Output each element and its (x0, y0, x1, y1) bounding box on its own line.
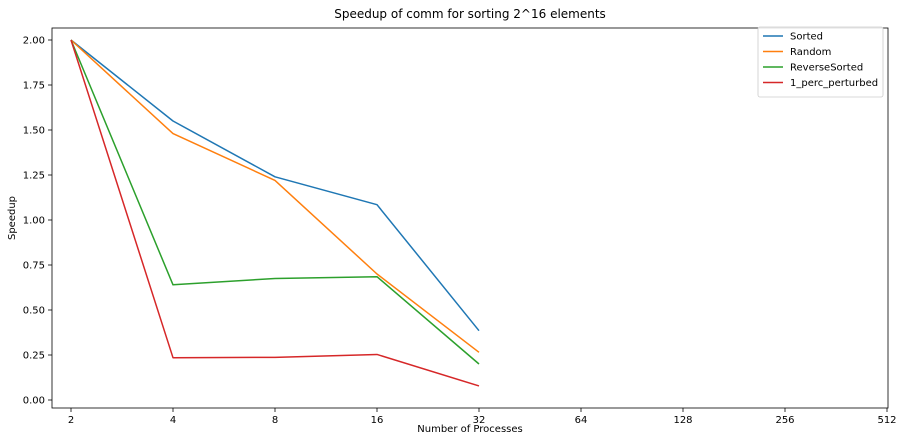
y-tick-label: 0.00 (23, 396, 45, 407)
x-tick-label: 64 (575, 415, 588, 426)
legend: Sorted Random ReverseSorted 1_perc_perturbe… (757, 26, 884, 98)
series-lines (70, 39, 480, 387)
x-axis-ticks: 2 4 8 16 32 64 128 256 512 (68, 408, 897, 426)
y-tick-label: 1.50 (23, 126, 45, 137)
y-tick-label: 2.00 (23, 36, 45, 47)
y-axis-ticks: 0.00 0.25 0.50 0.75 1.00 1.25 1.50 1.75 2.00 (23, 36, 52, 407)
y-tick-label: 1.25 (23, 171, 45, 182)
x-tick-label: 128 (673, 415, 692, 426)
series-line-4 (70, 39, 480, 387)
chart-title: Speedup of comm for sorting 2^16 element… (334, 7, 606, 21)
x-tick-label: 512 (877, 415, 896, 426)
x-tick-label: 256 (775, 415, 794, 426)
y-tick-label: 1.75 (23, 81, 45, 92)
legend-label: 1_perc_perturbed (790, 78, 878, 89)
x-tick-label: 32 (473, 415, 486, 426)
legend-label: Sorted (790, 32, 823, 43)
series-line-2 (70, 39, 480, 353)
plot-border (51, 27, 889, 409)
y-axis-label: Speedup (7, 196, 18, 240)
legend-label: Random (790, 47, 831, 58)
x-axis-label: Number of Processes (417, 424, 522, 435)
legend-label: ReverseSorted (790, 63, 863, 74)
y-tick-label: 1.00 (23, 216, 45, 227)
series-line-3 (70, 39, 480, 365)
x-tick-label: 2 (68, 415, 74, 426)
y-tick-label: 0.50 (23, 306, 45, 317)
y-tick-label: 0.25 (23, 351, 45, 362)
series-line-1 (70, 39, 480, 332)
plot-area (51, 27, 889, 409)
y-tick-label: 0.75 (23, 261, 45, 272)
x-tick-label: 16 (371, 415, 384, 426)
legend-box (757, 26, 884, 98)
x-tick-label: 4 (170, 415, 176, 426)
x-tick-label: 8 (272, 415, 278, 426)
